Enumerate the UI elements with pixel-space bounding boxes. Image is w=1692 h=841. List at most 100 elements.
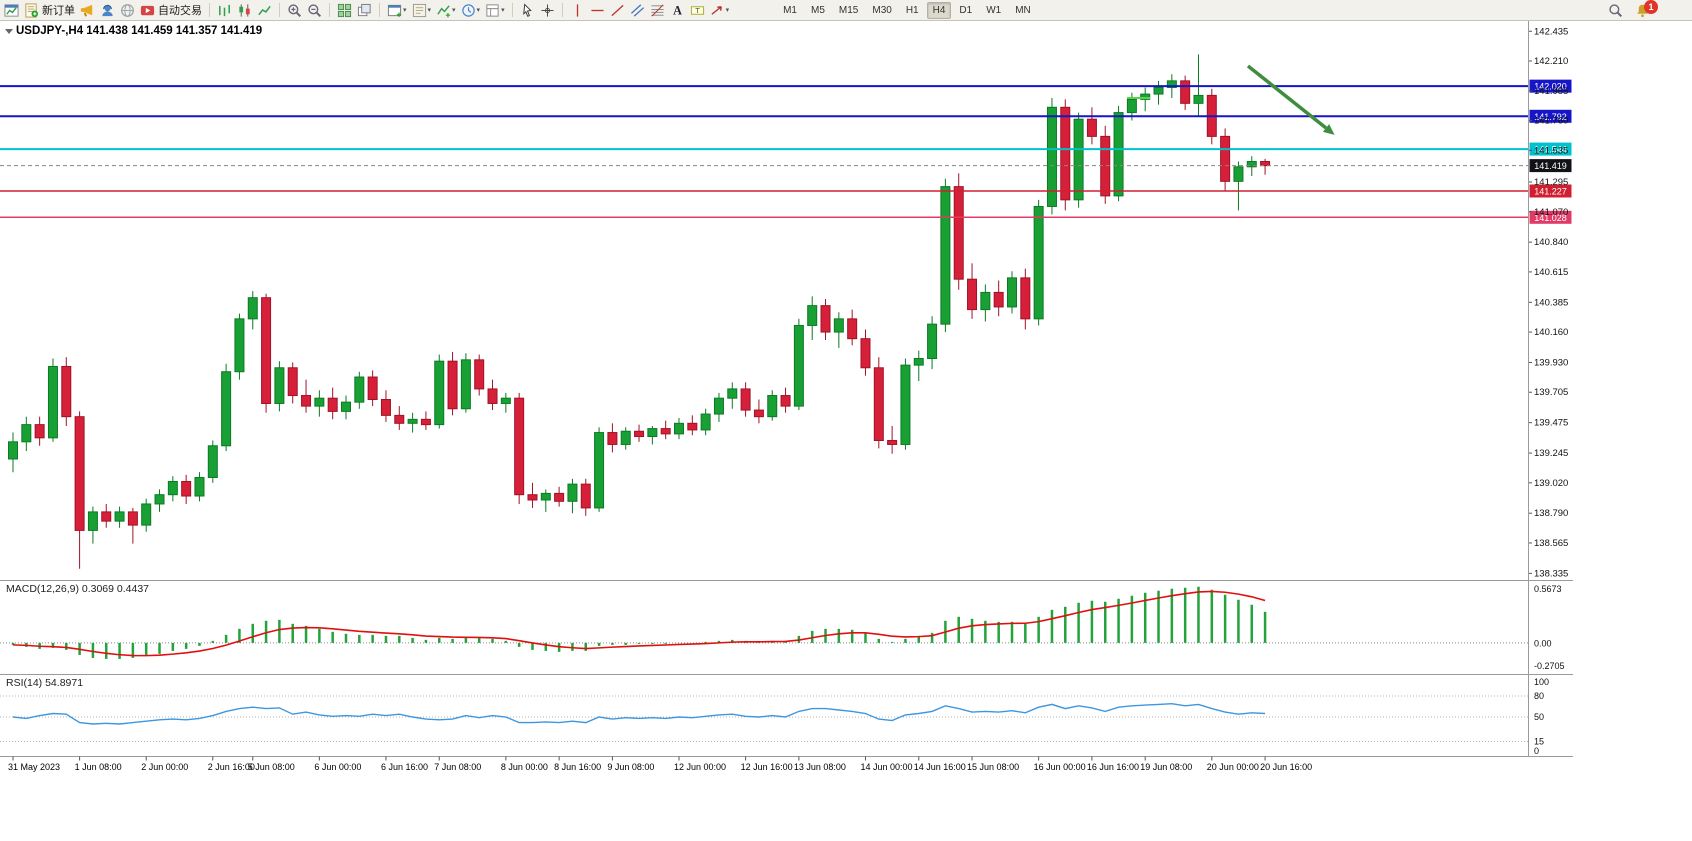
notification-badge[interactable]: 1 — [1644, 0, 1658, 14]
svg-text:0.5673: 0.5673 — [1534, 584, 1562, 594]
svg-text:50: 50 — [1534, 712, 1544, 722]
toolbar-separator — [209, 3, 210, 17]
timeframe-m15[interactable]: M15 — [833, 2, 864, 19]
svg-text:7 Jun 08:00: 7 Jun 08:00 — [434, 762, 481, 772]
channel-icon — [630, 3, 644, 17]
zoom-in-button[interactable] — [285, 1, 304, 20]
vertical-line-button[interactable] — [568, 1, 587, 20]
svg-text:142.210: 142.210 — [1534, 56, 1568, 67]
support-button[interactable] — [98, 1, 117, 20]
timeframe-d1[interactable]: D1 — [953, 2, 978, 19]
price-axis[interactable]: 142.435 142.210 141.985 141.760 141.535 141.2… — [1528, 26, 1568, 579]
channel-button[interactable] — [628, 1, 647, 20]
line-chart-button[interactable] — [255, 1, 274, 20]
toolbar-separator — [279, 3, 280, 17]
svg-text:0: 0 — [1534, 746, 1539, 756]
tile-windows-icon — [337, 3, 352, 17]
chart-collapse-icon[interactable] — [5, 29, 13, 34]
bars-chart-button[interactable] — [215, 1, 234, 20]
templates-button[interactable]: ▾ — [483, 1, 507, 20]
toolbar-right: 1 — [1606, 0, 1658, 20]
svg-text:100: 100 — [1534, 677, 1549, 687]
zoom-out-button[interactable] — [305, 1, 324, 20]
price-level-lines[interactable] — [0, 85, 1528, 219]
timeframe-w1[interactable]: W1 — [980, 2, 1007, 19]
trendline-button[interactable] — [608, 1, 627, 20]
text-button[interactable]: A — [668, 1, 687, 20]
svg-text:13 Jun 08:00: 13 Jun 08:00 — [794, 762, 846, 772]
svg-text:12 Jun 16:00: 12 Jun 16:00 — [741, 762, 793, 772]
toolbar-buttons: 新订单 自动交易 ▾ ▾ ▾ ▾ ▾ A T ▾ — [2, 1, 731, 20]
trend-arrow[interactable] — [1246, 64, 1335, 135]
trendline-icon — [611, 4, 624, 16]
svg-text:140.615: 140.615 — [1534, 267, 1568, 278]
search-icon — [1609, 4, 1623, 18]
auto-trading-button[interactable]: 自动交易 — [138, 1, 204, 20]
svg-text:2 Jun 00:00: 2 Jun 00:00 — [141, 762, 188, 772]
svg-text:T: T — [695, 6, 700, 15]
timeframe-m5[interactable]: M5 — [805, 2, 831, 19]
new-order-button-label: 新订单 — [42, 5, 75, 17]
horizontal-line-icon — [590, 9, 604, 11]
cursor-button[interactable] — [518, 1, 537, 20]
timeframe-h1[interactable]: H1 — [900, 2, 925, 19]
label-button[interactable]: T — [688, 1, 707, 20]
chart-window-button[interactable] — [2, 1, 21, 20]
zoom-out-icon — [308, 3, 322, 17]
candlestick-series — [8, 54, 1271, 569]
svg-text:-0.2705: -0.2705 — [1534, 661, 1565, 671]
new-order-button[interactable]: 新订单 — [22, 1, 77, 20]
timeframe-m30[interactable]: M30 — [866, 2, 897, 19]
macd-label: MACD(12,26,9) 0.3069 0.4437 — [6, 583, 150, 595]
period-icon — [461, 3, 475, 17]
community-button[interactable] — [118, 1, 137, 20]
indicators-icon — [437, 4, 451, 17]
line-chart-icon — [258, 5, 271, 15]
time-axis[interactable]: 31 May 2023 1 Jun 08:00 2 Jun 00:00 2 Jun 1… — [8, 756, 1312, 773]
crosshair-button[interactable] — [538, 1, 557, 20]
toolbar: 新订单 自动交易 ▾ ▾ ▾ ▾ ▾ A T ▾ M1 M5 M15 M30 H1 H4 D1 W1 MN 1 — [0, 0, 1692, 21]
svg-text:140.840: 140.840 — [1534, 237, 1568, 248]
rsi-series — [0, 695, 1528, 742]
announcement-button[interactable] — [78, 1, 97, 20]
new-chart-button[interactable]: ▾ — [385, 1, 409, 20]
timeframe-h4[interactable]: H4 — [926, 1, 952, 19]
toolbar-separator — [379, 3, 380, 17]
search-button[interactable] — [1606, 1, 1625, 20]
fibonacci-button[interactable] — [648, 1, 667, 20]
shapes-icon — [711, 5, 722, 15]
cascade-windows-button[interactable] — [355, 1, 374, 20]
svg-text:80: 80 — [1534, 691, 1544, 701]
svg-text:8 Jun 16:00: 8 Jun 16:00 — [554, 762, 601, 772]
rsi-line — [12, 702, 1266, 725]
candlestick-chart-button[interactable] — [235, 1, 254, 20]
profiles-button[interactable]: ▾ — [410, 1, 434, 20]
svg-text:16 Jun 00:00: 16 Jun 00:00 — [1034, 762, 1086, 772]
shapes-button[interactable]: ▾ — [708, 1, 732, 20]
timeframe-m1[interactable]: M1 — [777, 2, 803, 19]
label-icon: T — [690, 6, 704, 15]
chevron-down-icon: ▾ — [427, 7, 432, 14]
svg-text:141.760: 141.760 — [1534, 116, 1568, 127]
periods-button[interactable]: ▾ — [459, 1, 483, 20]
svg-text:139.930: 139.930 — [1534, 357, 1568, 368]
svg-text:139.705: 139.705 — [1534, 387, 1568, 398]
rsi-label: RSI(14) 54.8971 — [6, 677, 84, 689]
tile-windows-button[interactable] — [335, 1, 354, 20]
chevron-down-icon: ▾ — [403, 7, 407, 14]
svg-text:14 Jun 00:00: 14 Jun 00:00 — [860, 762, 912, 772]
horizontal-line-button[interactable] — [588, 1, 607, 20]
chevron-down-icon: ▾ — [476, 7, 481, 14]
svg-text:15: 15 — [1534, 737, 1544, 747]
crosshair-icon — [540, 3, 554, 17]
svg-text:20 Jun 00:00: 20 Jun 00:00 — [1207, 762, 1259, 772]
svg-text:140.385: 140.385 — [1534, 297, 1568, 308]
macd-axis: 0.5673 0.00 -0.2705 — [1534, 584, 1565, 671]
indicators-button[interactable]: ▾ — [434, 1, 458, 20]
svg-text:140.160: 140.160 — [1534, 327, 1568, 338]
timeframe-mn[interactable]: MN — [1009, 2, 1037, 19]
notifications-button[interactable]: 1 — [1633, 0, 1658, 20]
svg-text:20 Jun 16:00: 20 Jun 16:00 — [1260, 762, 1312, 772]
zoom-in-icon — [288, 3, 302, 17]
